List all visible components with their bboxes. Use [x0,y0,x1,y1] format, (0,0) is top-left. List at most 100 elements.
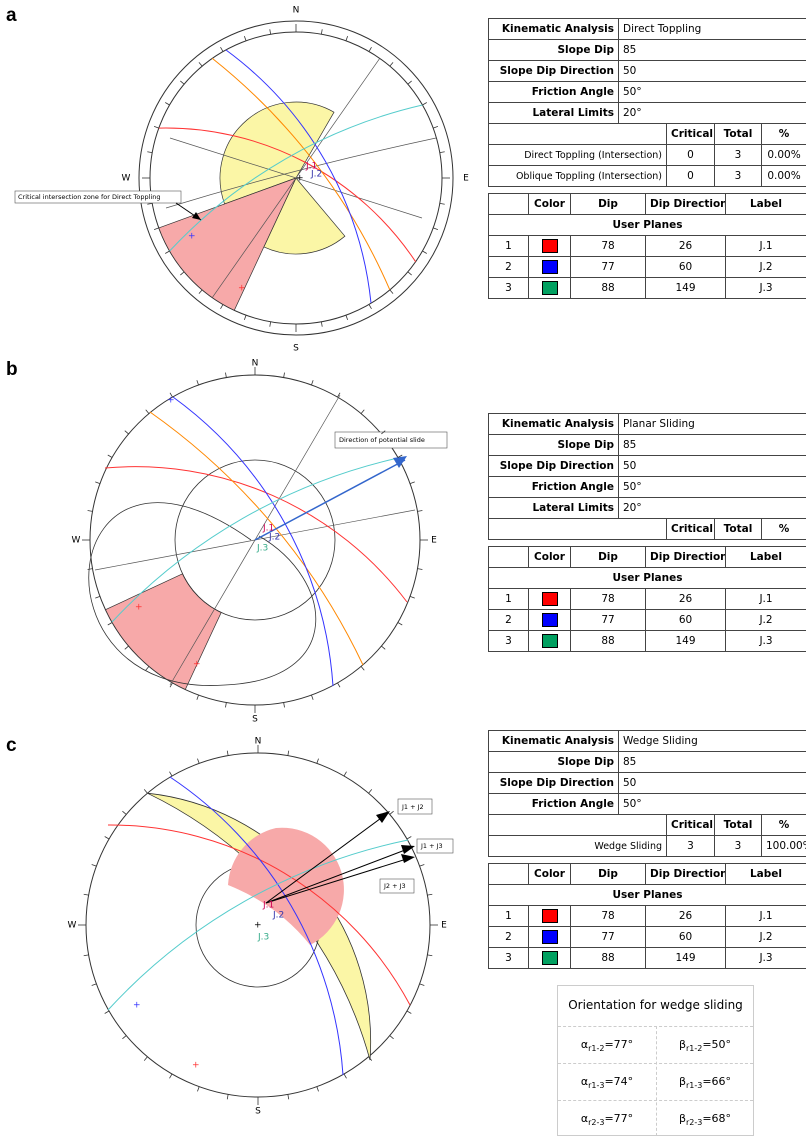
wedge-arrow [265,846,414,904]
plane-dip-direction: 149 [645,277,726,299]
net-tick [422,250,427,254]
net-tick [337,682,341,688]
net-tick [360,666,365,671]
net-tick [287,1094,290,1100]
plane-label: J.2 [725,926,806,948]
plane-label: J.3 [725,947,806,969]
header-cell: Total [714,518,762,540]
symbol: β [678,1038,686,1051]
annotation-box [416,838,454,854]
plane-row: 3 88 149 J.3 [488,630,806,652]
plane-j2 [169,776,344,1076]
net-tick [381,430,386,435]
net-tick [143,789,148,794]
info-value: 50° [617,476,806,498]
info-label: Slope Dip Direction [488,455,619,477]
plane-label: J.1 [262,901,274,911]
symbol: β [678,1112,686,1125]
info-label: Slope Dip Direction [488,60,619,82]
info-row: Slope Dip Direction 50 [488,60,806,82]
header-cell: Color [528,546,571,568]
net-tick [427,954,433,957]
outer-ring [138,20,454,336]
info-label: Lateral Limits [488,102,619,124]
compass-label: E [431,536,437,546]
net-tick [283,372,285,378]
results-cell: 0 [666,144,715,166]
planes-header: Color Dip Dip Direction Label [488,193,806,215]
results-cell: 3 [714,165,762,187]
compass-label: N [255,737,262,747]
plane-label: J.1 [725,588,806,610]
color-swatch [541,239,558,253]
plane-color [528,588,571,610]
compass-label: N [293,6,300,16]
info-value: Planar Sliding [617,413,806,435]
results-cell: 0.00% [761,165,806,187]
planes-title: User Planes [488,884,806,906]
plane-row: 3 88 149 J.3 [488,947,806,969]
plane-row: 1 78 26 J.1 [488,588,806,610]
info-row: Kinematic Analysis Planar Sliding [488,413,806,435]
critical-zone [158,177,297,311]
plane-label: J.2 [310,170,322,180]
plane-label: J.3 [725,277,806,299]
plane-color [528,609,571,631]
plane-color [528,256,571,278]
info-row: Kinematic Analysis Direct Toppling [488,18,806,40]
compass-label: W [72,536,81,546]
grey-circle [165,137,437,209]
info-row: Slope Dip 85 [488,751,806,773]
plane-dip: 78 [570,235,646,257]
plane-color [528,905,571,927]
slope-plane [149,411,364,666]
net-tick [91,983,97,986]
pole: + [135,603,143,613]
planes-title: User Planes [488,567,806,589]
net-tick [87,510,93,512]
results-cell: 3 [714,144,762,166]
plane-j3 [107,839,409,1011]
value: =77° [604,1112,634,1125]
net-tick [198,289,203,294]
wedge-cell: αr1-3=74° [558,1075,656,1090]
results-cell: 100.00% [761,835,806,857]
net-tick [337,392,341,398]
net-tick [433,227,439,231]
net-tick [153,227,159,231]
wedge-title: Orientation for wedge sliding [568,998,743,1012]
info-row: Slope Dip Direction 50 [488,772,806,794]
net-tick [287,750,290,756]
wedge-cell: αr1-2=77° [558,1038,656,1053]
net-tick [269,29,272,35]
panel-label: c [6,735,17,756]
net-tick [368,47,372,52]
info-value: 50° [618,793,806,815]
info-value: 20° [618,102,806,124]
info-row: Friction Angle 50° [488,81,806,103]
arrow-head [192,212,201,220]
net-tick [196,694,199,700]
plane-dip: 88 [570,630,646,652]
critical-zone [105,573,222,690]
net-tick [409,481,415,484]
info-label: Kinematic Analysis [488,18,619,40]
header-cell: % [761,518,806,540]
pole: + [133,1001,141,1011]
net-tick [439,202,445,205]
plane-dip-direction: 60 [645,926,726,948]
net-tick [368,304,372,309]
net-tick [368,1056,373,1061]
plane-index: 3 [488,630,529,652]
daylight-envelope [88,502,317,686]
planes-header: Color Dip Dip Direction Label [488,863,806,885]
net-tick [419,983,425,986]
net-tick [143,1056,148,1061]
plane-index: 1 [488,235,529,257]
header-cell: Critical [666,814,715,836]
results-header: Critical Total% [488,518,806,540]
results-cell: 3 [714,835,762,857]
symbol: α [580,1038,589,1051]
results-header: Critical Total% [488,123,806,145]
